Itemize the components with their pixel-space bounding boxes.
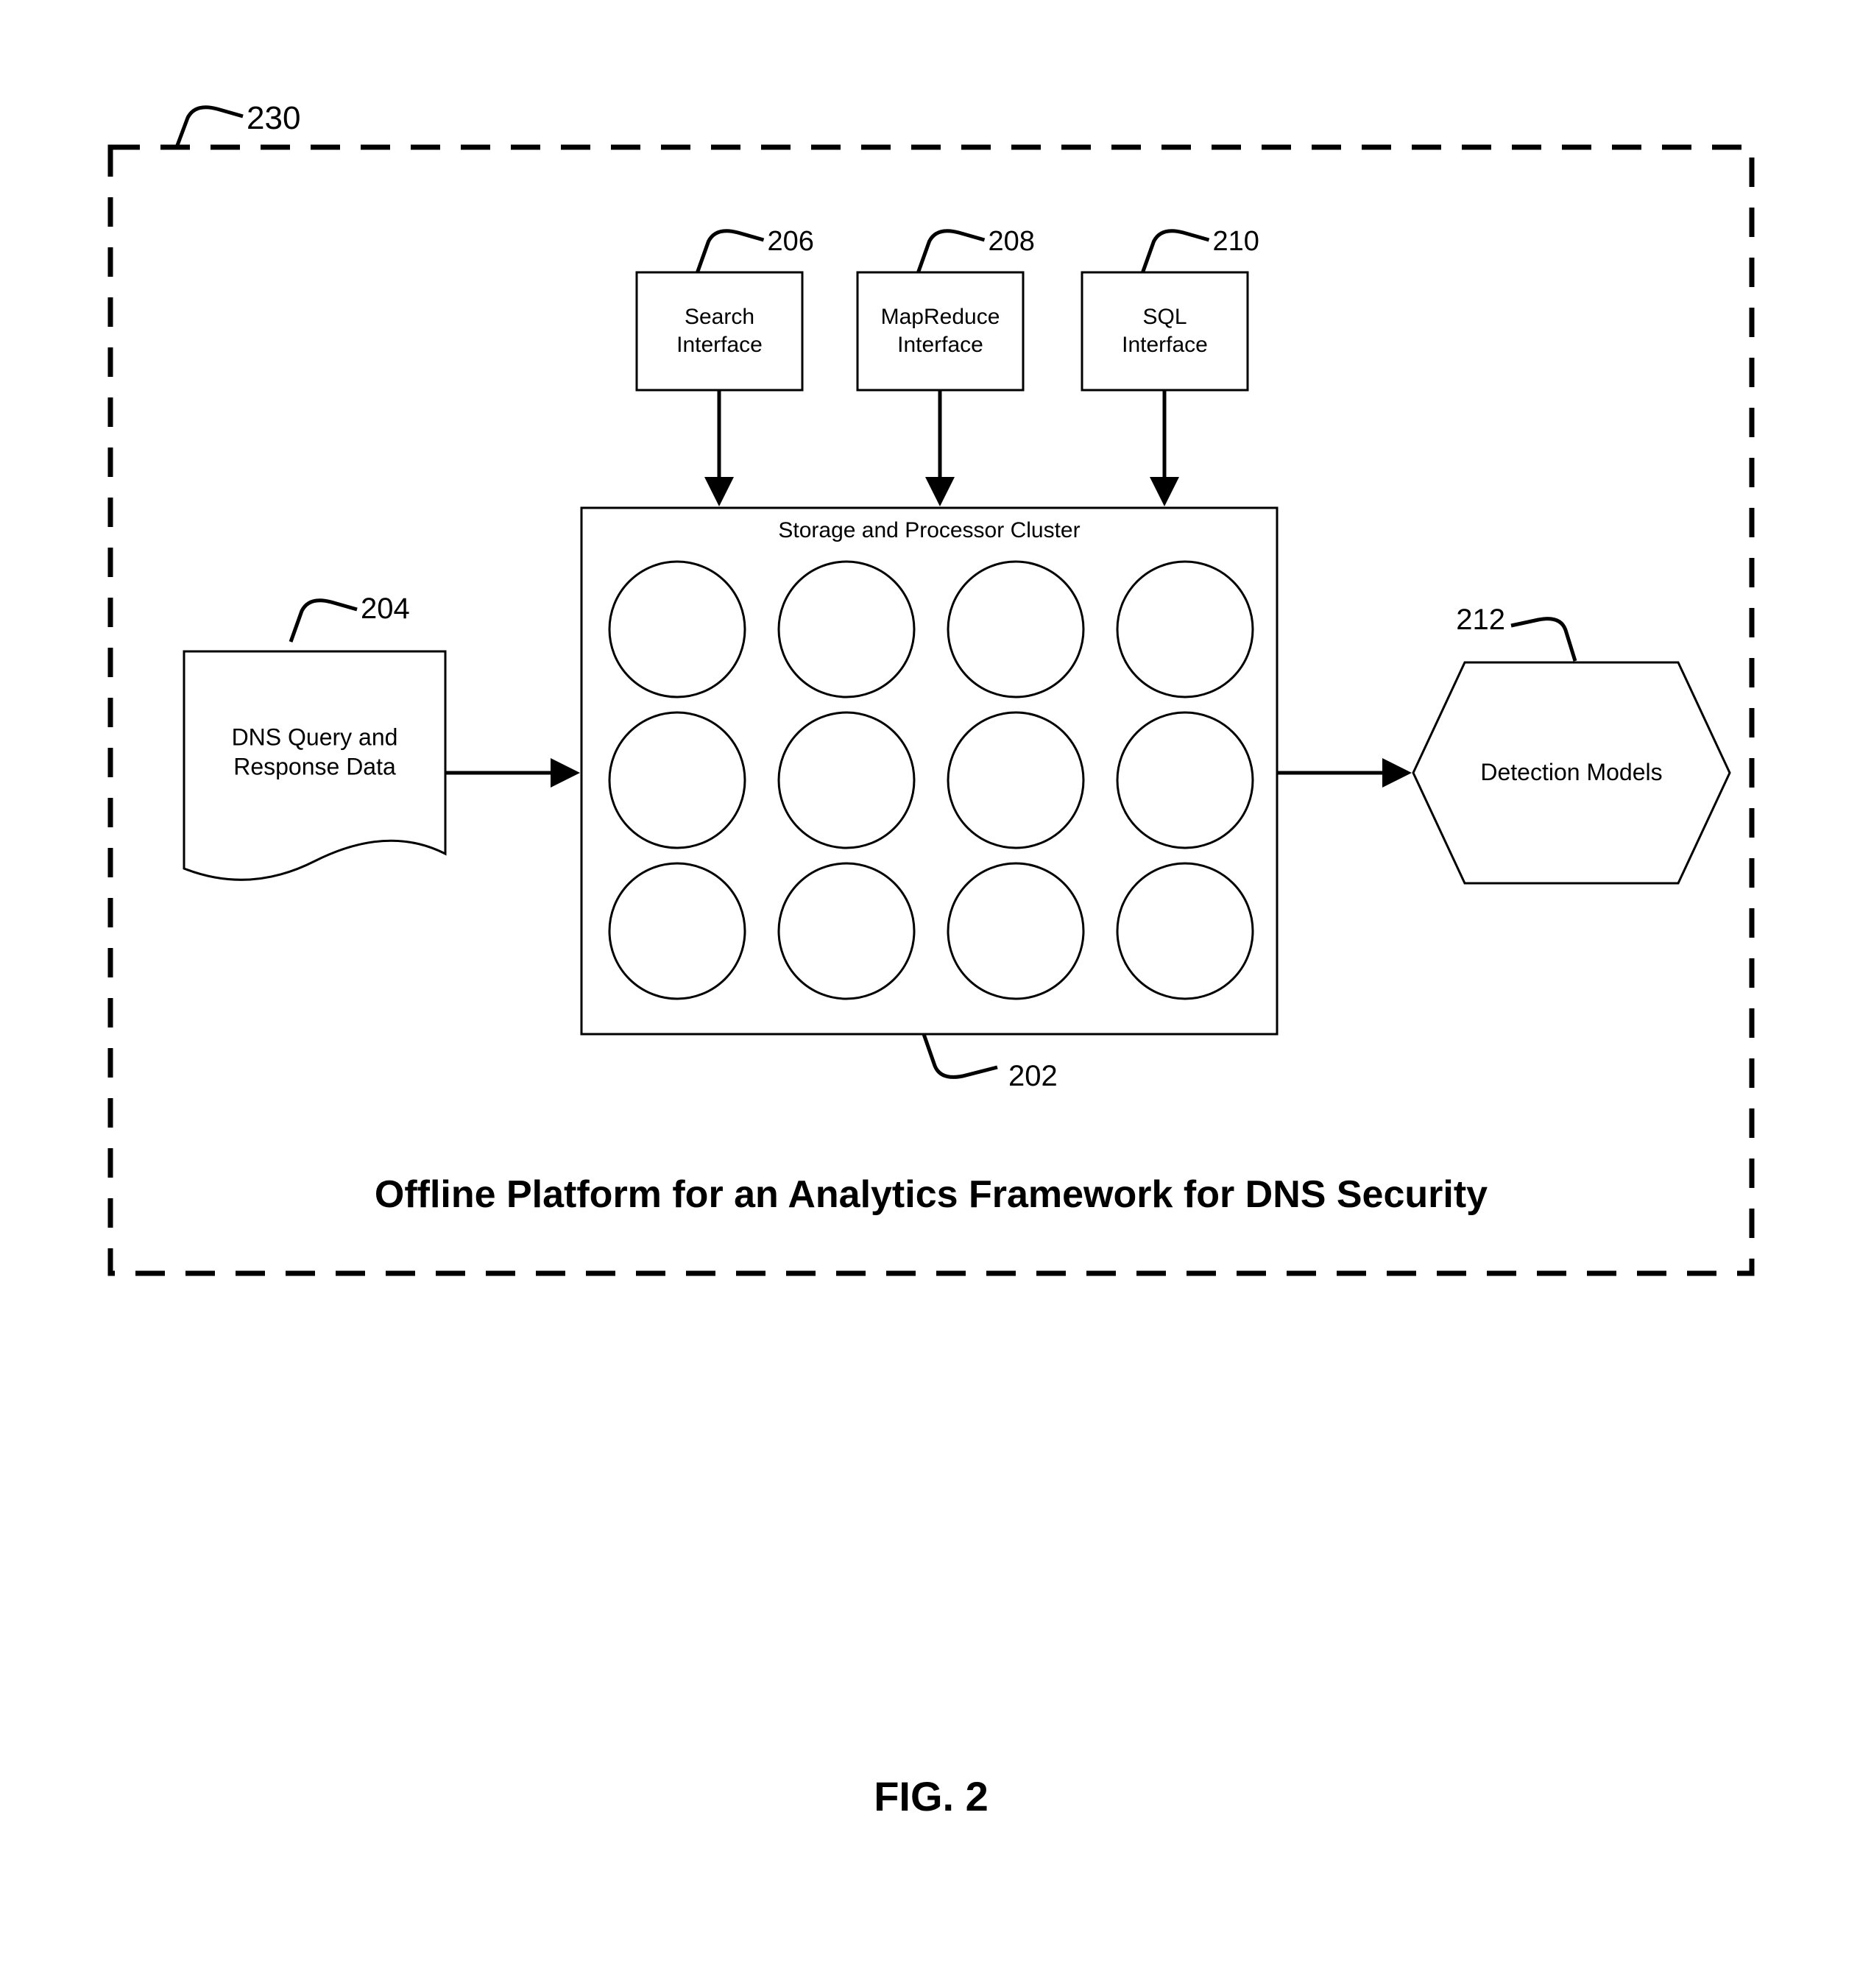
- cluster-node: [948, 863, 1083, 999]
- ref-flag-230: [177, 107, 243, 147]
- interface-label2-208: Interface: [897, 333, 983, 357]
- cluster-node: [609, 712, 745, 848]
- cluster-node: [779, 712, 914, 848]
- cluster-node: [948, 562, 1083, 697]
- figure-label: FIG. 2: [874, 1773, 989, 1819]
- cluster-node: [609, 562, 745, 697]
- interface-label2-210: Interface: [1122, 333, 1208, 357]
- ref-num-230: 230: [247, 100, 300, 136]
- ref-flag-212: [1511, 619, 1575, 661]
- interface-label1-208: MapReduce: [881, 305, 1000, 329]
- cluster-title: Storage and Processor Cluster: [778, 518, 1080, 542]
- detection-models-label: Detection Models: [1480, 759, 1662, 785]
- ref-num-206: 206: [768, 226, 814, 257]
- ref-num-212: 212: [1456, 604, 1505, 636]
- interface-label2-206: Interface: [676, 333, 763, 357]
- interface-box-210: [1082, 272, 1248, 390]
- ref-num-208: 208: [989, 226, 1035, 257]
- interface-label1-206: Search: [685, 305, 754, 329]
- interface-box-206: [637, 272, 802, 390]
- cluster-node: [1117, 562, 1253, 697]
- cluster-node: [1117, 863, 1253, 999]
- interface-label1-210: SQL: [1142, 305, 1187, 329]
- dns-label1: DNS Query and: [232, 724, 398, 751]
- ref-flag-206: [698, 231, 764, 272]
- ref-flag-208: [919, 231, 985, 272]
- platform-caption: Offline Platform for an Analytics Framew…: [375, 1173, 1488, 1216]
- ref-flag-204: [291, 601, 357, 642]
- ref-num-202: 202: [1008, 1060, 1058, 1092]
- dns-label2: Response Data: [233, 754, 396, 780]
- interface-box-208: [857, 272, 1023, 390]
- cluster-node: [1117, 712, 1253, 848]
- cluster-node: [779, 863, 914, 999]
- ref-num-204: 204: [361, 592, 410, 625]
- ref-num-210: 210: [1213, 226, 1259, 257]
- ref-flag-202: [924, 1034, 997, 1077]
- cluster-node: [779, 562, 914, 697]
- cluster-node: [609, 863, 745, 999]
- ref-flag-210: [1143, 231, 1209, 272]
- cluster-node: [948, 712, 1083, 848]
